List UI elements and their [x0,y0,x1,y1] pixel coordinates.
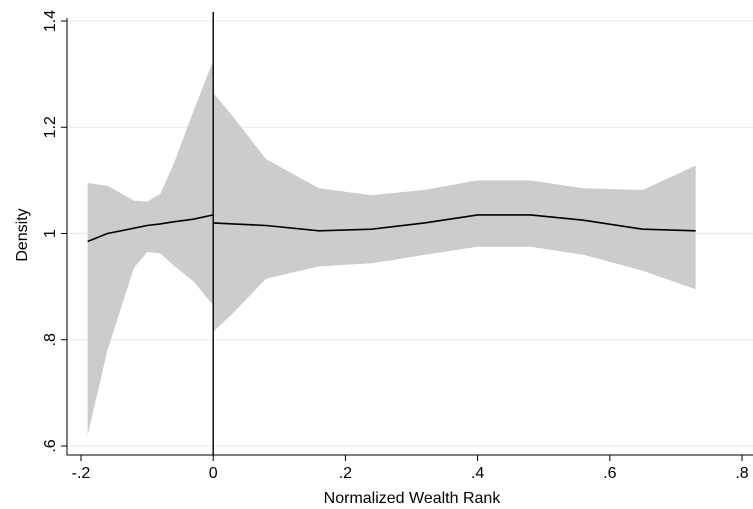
y-axis-title: Density [14,208,31,261]
estimate-line-layer [87,214,696,243]
x-axis-title: Normalized Wealth Rank [324,490,502,507]
y-tick-label-4: 1.4 [42,10,59,32]
ticks-layer: .6 .8 1 1.2 1.4 -.2 0 .2 .4 .6 .8 [42,10,749,482]
x-tick-label-0: -.2 [72,465,91,482]
confidence-band-right [213,92,696,332]
y-tick-label-0: .6 [42,439,59,452]
x-tick-label-5: .8 [735,465,748,482]
y-tick-label-2: 1 [42,229,59,238]
x-tick-label-1: 0 [209,465,218,482]
confidence-band-left [87,60,214,436]
y-tick-label-3: 1.2 [42,116,59,138]
axes-layer [66,12,753,456]
x-tick-label-3: .4 [471,465,484,482]
x-tick-label-4: .6 [603,465,616,482]
estimate-line-left [87,214,214,243]
confidence-band-layer [87,60,696,436]
estimate-line-right [213,214,696,232]
y-tick-label-1: .8 [42,333,59,346]
x-tick-label-2: .2 [339,465,352,482]
